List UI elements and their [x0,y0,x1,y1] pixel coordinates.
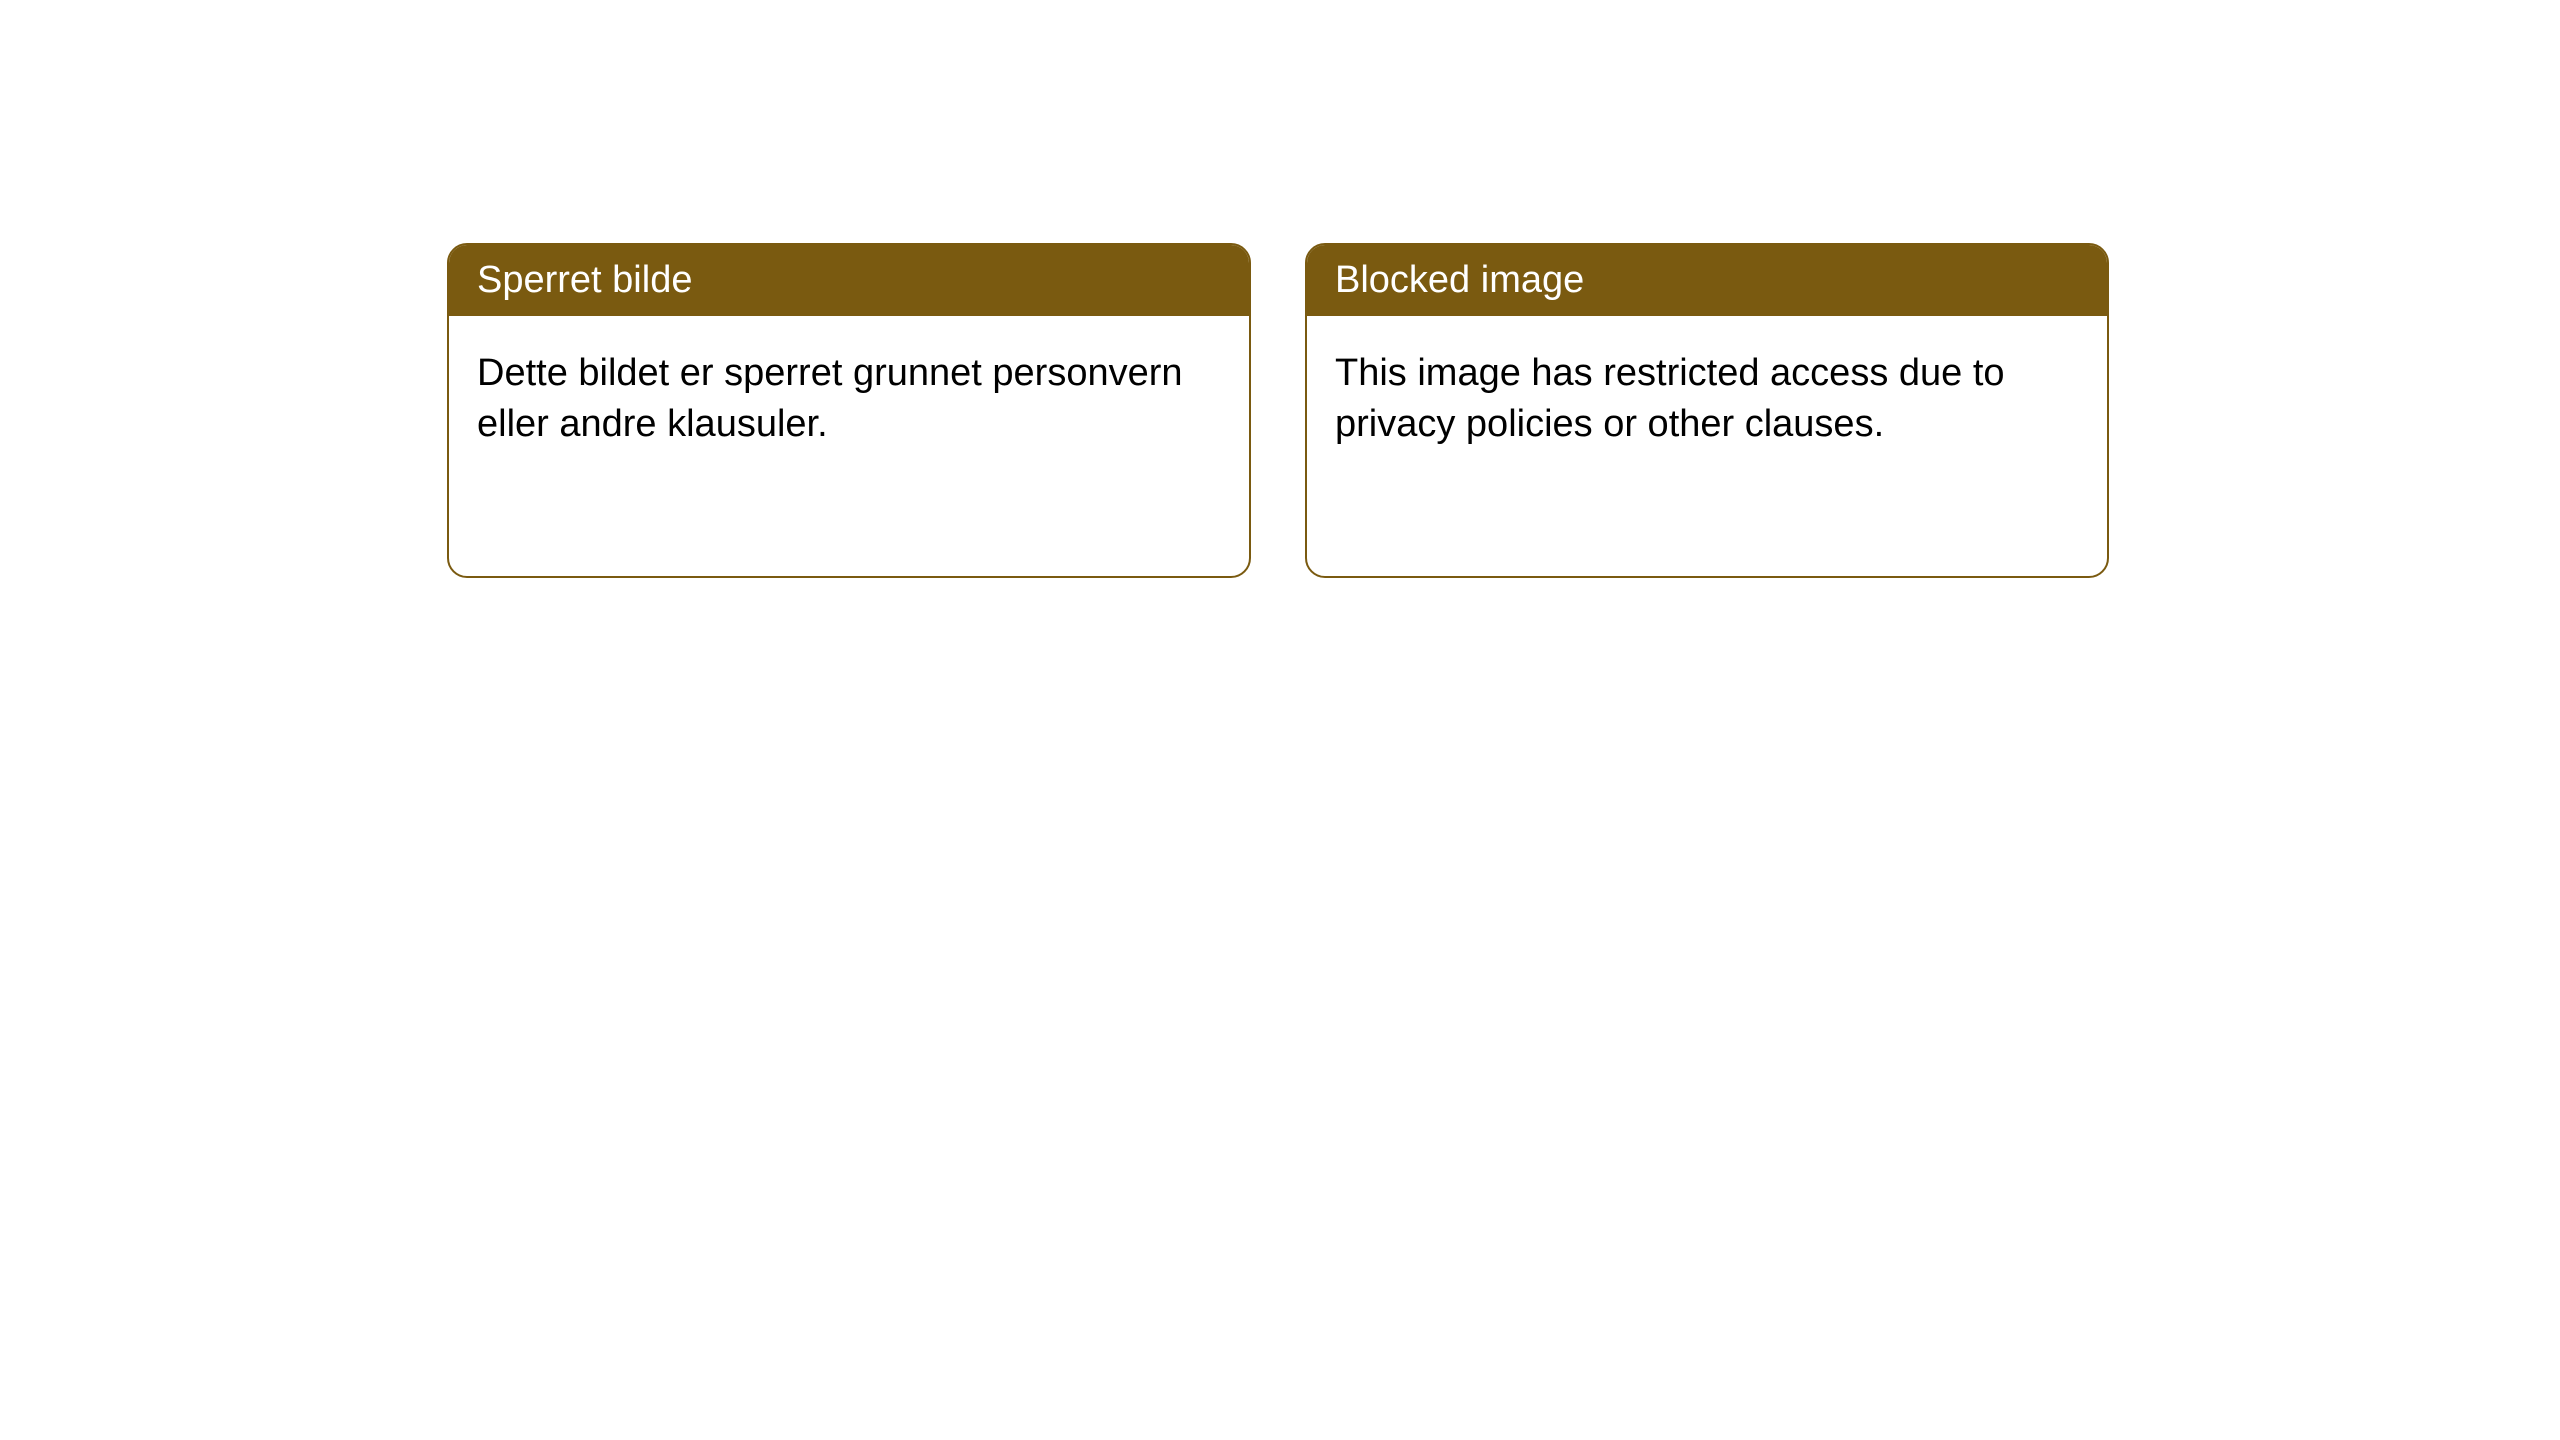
card-body-text: This image has restricted access due to … [1307,316,2107,483]
notice-container: Sperret bilde Dette bildet er sperret gr… [0,0,2560,578]
blocked-image-card-no: Sperret bilde Dette bildet er sperret gr… [447,243,1251,578]
blocked-image-card-en: Blocked image This image has restricted … [1305,243,2109,578]
card-body-text: Dette bildet er sperret grunnet personve… [449,316,1249,483]
card-title: Sperret bilde [449,245,1249,316]
card-title: Blocked image [1307,245,2107,316]
